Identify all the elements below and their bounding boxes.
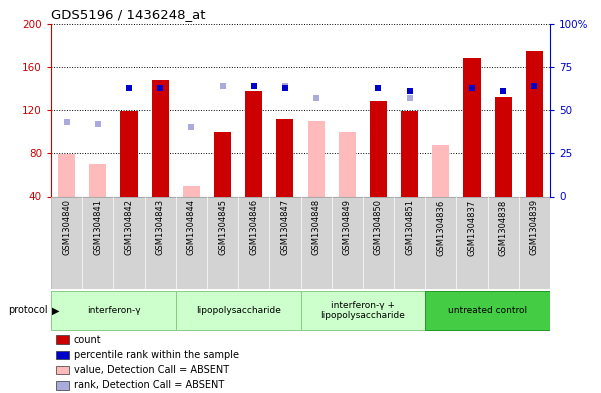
Bar	[56, 366, 69, 375]
Bar	[426, 291, 550, 330]
Text: GSM1304848: GSM1304848	[311, 199, 320, 255]
Bar	[214, 132, 231, 196]
Text: GSM1304841: GSM1304841	[93, 199, 102, 255]
Text: untreated control: untreated control	[448, 306, 527, 315]
Text: GSM1304839: GSM1304839	[530, 199, 539, 255]
Bar	[308, 121, 325, 196]
Bar	[370, 101, 387, 196]
Bar	[495, 97, 511, 196]
Bar	[51, 291, 176, 330]
Bar	[90, 164, 106, 196]
Bar	[432, 145, 450, 196]
Bar	[276, 119, 293, 196]
Text: value, Detection Call = ABSENT: value, Detection Call = ABSENT	[73, 365, 228, 375]
Bar	[58, 154, 75, 196]
Text: ▶: ▶	[52, 305, 59, 316]
Bar	[463, 58, 481, 196]
Text: rank, Detection Call = ABSENT: rank, Detection Call = ABSENT	[73, 380, 224, 390]
Text: GSM1304850: GSM1304850	[374, 199, 383, 255]
Bar	[526, 51, 543, 196]
Text: GSM1304840: GSM1304840	[62, 199, 71, 255]
Text: GSM1304843: GSM1304843	[156, 199, 165, 255]
Text: GSM1304838: GSM1304838	[499, 199, 508, 255]
Bar	[56, 336, 69, 344]
Text: percentile rank within the sample: percentile rank within the sample	[73, 350, 239, 360]
Text: protocol: protocol	[8, 305, 48, 316]
Text: interferon-γ +
lipopolysaccharide: interferon-γ + lipopolysaccharide	[320, 301, 405, 320]
Text: GDS5196 / 1436248_at: GDS5196 / 1436248_at	[51, 8, 206, 21]
Bar	[339, 132, 356, 196]
Text: GSM1304846: GSM1304846	[249, 199, 258, 255]
Bar	[300, 291, 426, 330]
Bar	[183, 185, 200, 196]
Text: count: count	[73, 335, 101, 345]
Text: GSM1304836: GSM1304836	[436, 199, 445, 255]
Bar	[401, 111, 418, 196]
Text: GSM1304844: GSM1304844	[187, 199, 196, 255]
Text: interferon-γ: interferon-γ	[87, 306, 140, 315]
Bar	[245, 103, 262, 196]
Text: GSM1304837: GSM1304837	[468, 199, 477, 255]
Bar	[176, 291, 300, 330]
Text: GSM1304849: GSM1304849	[343, 199, 352, 255]
Bar	[120, 111, 138, 196]
Text: GSM1304842: GSM1304842	[124, 199, 133, 255]
Text: lipopolysaccharide: lipopolysaccharide	[196, 306, 281, 315]
Text: GSM1304847: GSM1304847	[281, 199, 290, 255]
Bar	[56, 381, 69, 389]
Bar	[151, 80, 169, 196]
Text: GSM1304845: GSM1304845	[218, 199, 227, 255]
Bar	[56, 351, 69, 359]
Bar	[245, 90, 262, 196]
Text: GSM1304851: GSM1304851	[405, 199, 414, 255]
